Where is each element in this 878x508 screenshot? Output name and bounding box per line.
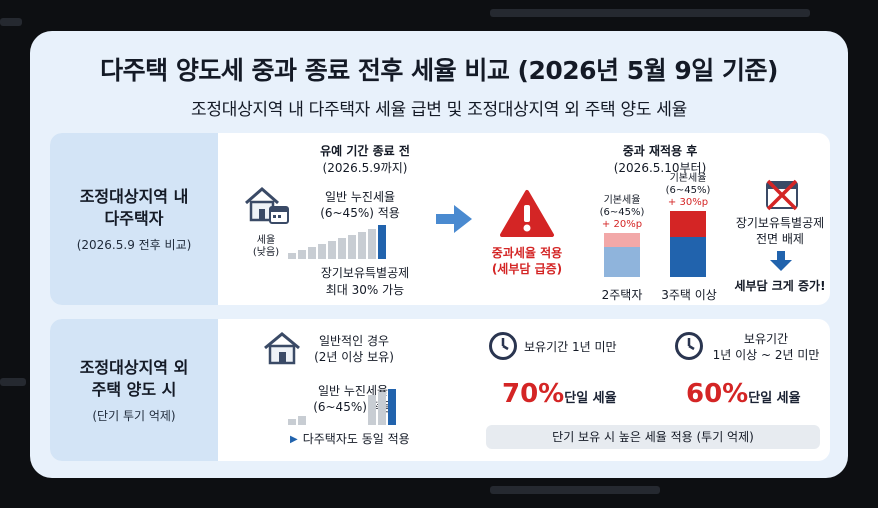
- section-non-adjusted-area: 조정대상지역 외 주택 양도 시 (단기 투기 억제) 일반적인 경우 (2년 …: [50, 319, 830, 461]
- section1-title-2: 다주택자: [104, 208, 164, 228]
- bar2-extra: + 30%p: [667, 197, 709, 208]
- before-rate-2: (6~45%) 적용: [320, 206, 400, 220]
- calendar-cross-icon: [766, 179, 798, 211]
- result-text: 세부담 크게 증가!: [734, 279, 826, 293]
- bar-3-house: [670, 211, 706, 277]
- before-date: (2026.5.9까지): [322, 161, 408, 175]
- background-text: [0, 18, 22, 26]
- exclusion-1: 장기보유특별공제: [735, 216, 825, 230]
- clock-icon: [489, 332, 517, 360]
- background-text: [490, 9, 810, 17]
- rate-bar: [308, 247, 316, 259]
- section2-rate-1: 일반 누진세율: [317, 384, 389, 398]
- rate-bar: [298, 250, 306, 259]
- rate-bar: [338, 238, 346, 259]
- rate-bar-top: [378, 225, 386, 259]
- bar1-base-1: 기본세율: [603, 195, 641, 206]
- bar2-label: 3주택 이상: [661, 288, 717, 302]
- rate-bar: [368, 229, 376, 259]
- bar2-base-segment: [670, 237, 706, 277]
- arrow-right-icon: [436, 205, 472, 233]
- deduction-2: 최대 30% 가능: [325, 283, 405, 297]
- bar1-extra: + 20%p: [601, 219, 643, 230]
- normal-case-2: (2년 이상 보유): [314, 350, 394, 364]
- page-title: 다주택 양도세 중과 종료 전후 세율 비교 (2026년 5월 9일 기준): [100, 56, 778, 85]
- section2-side-label: 조정대상지역 외 주택 양도 시 (단기 투기 억제): [50, 319, 218, 461]
- rate-bar: [288, 253, 296, 259]
- short-term-note-box: [486, 425, 820, 449]
- bar2-extra-segment: [670, 211, 706, 237]
- hold1-label: 보유기간 1년 미만: [524, 340, 617, 354]
- hold2-suffix: 단일 세율: [748, 391, 801, 406]
- rate-bar: [298, 416, 306, 425]
- section1-side-label: 조정대상지역 내 다주택자 (2026.5.9 전후 비교): [50, 133, 218, 305]
- arrow-down-icon: [770, 251, 792, 271]
- hold2-rate: 60%: [686, 379, 749, 409]
- bar2-base-1: 기본세율: [669, 173, 707, 184]
- infographic-card: 다주택 양도세 중과 종료 전후 세율 비교 (2026년 5월 9일 기준) …: [30, 31, 848, 478]
- section1-subtitle: (2026.5.9 전후 비교): [76, 237, 192, 252]
- hold1-rate-row: 70% 단일 세율: [502, 379, 617, 409]
- background-text: [0, 378, 26, 386]
- section1-title-1: 조정대상지역 내: [79, 186, 189, 206]
- bar1-extra-segment: [604, 233, 640, 247]
- hold1-rate: 70%: [502, 379, 565, 409]
- progressive-rate-bars: [288, 225, 386, 259]
- exclusion-2: 전면 배제: [756, 232, 804, 246]
- warning-text-1: 중과세율 적용: [491, 246, 563, 260]
- warning-icon: [500, 190, 554, 237]
- bar1-base-segment: [604, 247, 640, 277]
- rate-bar: [288, 419, 296, 425]
- normal-case-1: 일반적인 경우: [318, 334, 390, 348]
- warning-text-2: (세부담 급증): [491, 262, 563, 276]
- section2-title-1: 조정대상지역 외: [79, 357, 189, 377]
- bar1-base-2: (6~45%): [599, 207, 645, 218]
- rate-bar: [378, 392, 386, 425]
- after-date: (2026.5.10부터): [613, 161, 707, 175]
- before-rate-1: 일반 누진세율: [324, 190, 396, 204]
- page-subtitle: 조정대상지역 내 다주택자 세율 급변 및 조정대상지역 외 주택 양도 세율: [191, 100, 687, 120]
- section2-rate-bars: [288, 389, 396, 425]
- section2-title-2: 주택 양도 시: [91, 379, 177, 399]
- rate-bar: [358, 232, 366, 259]
- hold2-label-1: 보유기간: [743, 332, 789, 346]
- short-term-note: 단기 보유 시 높은 세율 적용 (투기 억제): [552, 430, 754, 444]
- rate-bar: [368, 395, 376, 425]
- house-calendar-icon: [245, 187, 289, 224]
- before-title: 유예 기간 종료 전: [320, 144, 410, 158]
- section-adjusted-area: 조정대상지역 내 다주택자 (2026.5.9 전후 비교) 유예 기간 종료 …: [50, 133, 830, 305]
- background-text: [490, 486, 660, 494]
- clock-icon: [675, 332, 703, 360]
- house-icon: [264, 332, 300, 365]
- hold1-suffix: 단일 세율: [564, 391, 617, 406]
- rate-bar: [318, 244, 326, 259]
- multi-note-row: ▶ 다주택자도 동일 적용: [290, 431, 410, 447]
- triangle-bullet-icon: ▶: [290, 433, 298, 445]
- after-title: 중과 재적용 후: [622, 144, 698, 158]
- multi-note: 다주택자도 동일 적용: [302, 432, 410, 446]
- rate-bar: [348, 235, 356, 259]
- hold2-label-2: 1년 이상 ~ 2년 미만: [712, 348, 820, 362]
- rate-bar: [328, 241, 336, 259]
- bar1-label: 2주택자: [601, 288, 643, 302]
- hold2-rate-row: 60% 단일 세율: [686, 379, 801, 409]
- rate-bar-top: [388, 389, 396, 425]
- bar2-base-2: (6~45%): [665, 185, 711, 196]
- bar-2-house: [604, 233, 640, 277]
- deduction-1: 장기보유특별공제: [320, 266, 410, 280]
- tax-low-2: (낮음): [252, 247, 280, 258]
- tax-low-1: 세율: [256, 235, 276, 246]
- section2-subtitle: (단기 투기 억제): [92, 408, 176, 423]
